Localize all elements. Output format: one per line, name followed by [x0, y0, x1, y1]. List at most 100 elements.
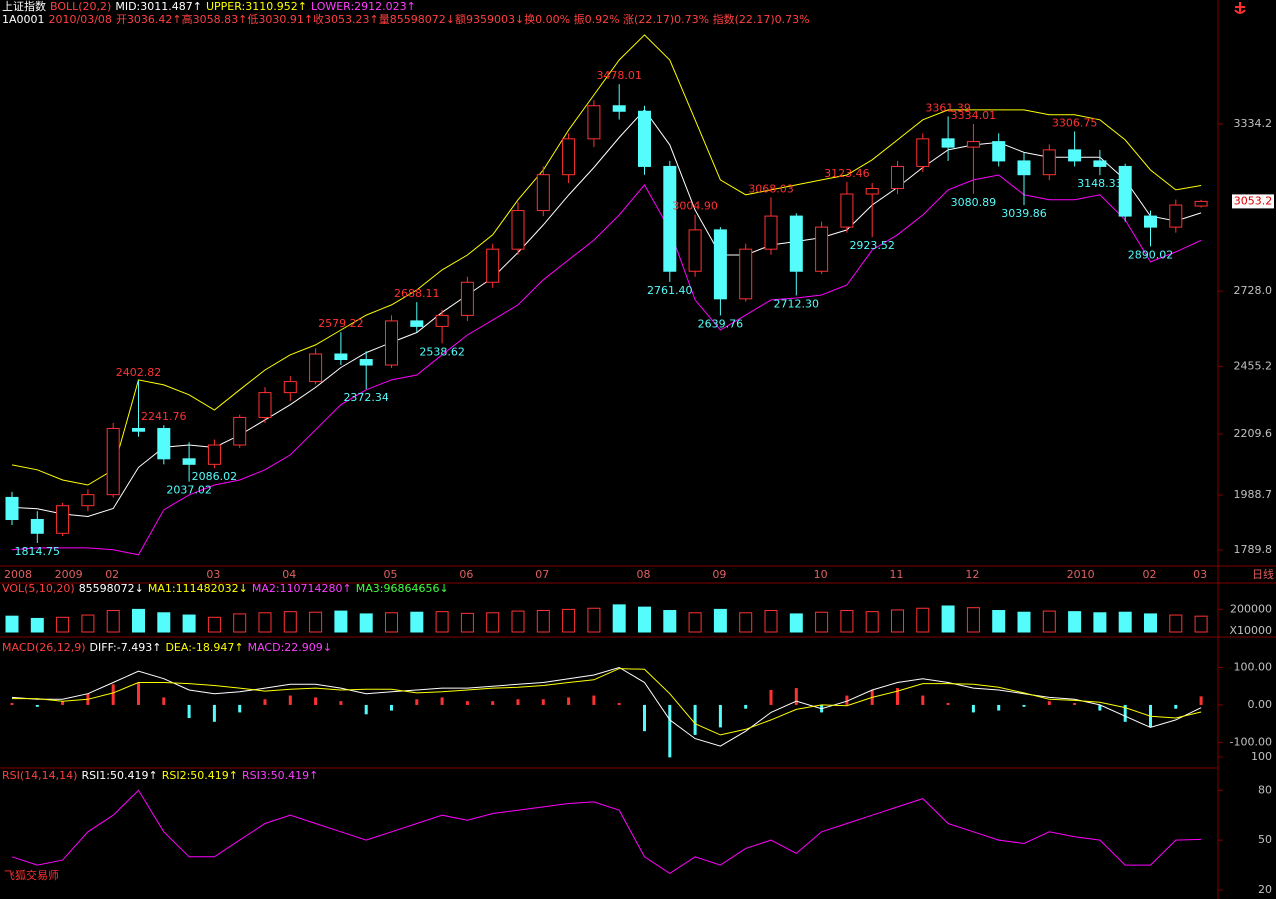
- candle-body: [587, 105, 601, 140]
- volume-bar: [865, 611, 879, 633]
- y-tick-label: 20: [1258, 883, 1272, 896]
- volume-bar: [5, 615, 19, 633]
- y-tick-label: 2728.0: [1234, 284, 1273, 297]
- candle-body: [182, 458, 196, 465]
- macd-bar: [668, 704, 672, 758]
- y-tick-label: 1789.8: [1234, 543, 1273, 556]
- legend-entry: 上证指数: [2, 0, 46, 13]
- high-label: 3361.39: [925, 101, 971, 114]
- candle-body: [486, 248, 500, 283]
- macd-bar: [845, 695, 849, 705]
- low-label: 2761.40: [647, 284, 693, 297]
- x-tick-label: 2009: [55, 568, 83, 581]
- x-tick-label: 08: [637, 568, 651, 581]
- candle-body: [663, 165, 677, 272]
- macd-bar: [896, 688, 899, 705]
- indicator-line: [11, 789, 1202, 874]
- candle-body: [840, 193, 854, 228]
- low-label: 1814.75: [15, 545, 61, 558]
- candle-body: [233, 416, 247, 446]
- macd-bar: [162, 697, 166, 705]
- candle-body: [460, 281, 474, 316]
- macd-bar: [769, 689, 773, 705]
- candle-body: [283, 381, 297, 394]
- legend: RSI(14,14,14) RSI1:50.419↑ RSI2:50.419↑ RSI…: [2, 769, 318, 782]
- volume-bar: [132, 608, 145, 633]
- volume-bar: [1017, 611, 1031, 633]
- candle-body: [56, 505, 70, 534]
- macd-bar: [693, 704, 697, 735]
- low-label: 2923.52: [849, 239, 895, 252]
- low-label: 2037.02: [166, 484, 212, 497]
- candle-body: [410, 320, 424, 327]
- x-tick-label: 02: [1143, 568, 1157, 581]
- volume-bar: [106, 610, 120, 633]
- candle-body: [891, 165, 904, 189]
- y-tick-label: 2455.2: [1234, 359, 1273, 372]
- indicator-line: [11, 666, 1202, 747]
- volume-bar: [815, 611, 829, 633]
- legend-entry: MA2:110714280↑: [252, 582, 352, 595]
- volume-bar: [663, 610, 677, 633]
- anchor-icon[interactable]: [1234, 2, 1246, 14]
- legend-entry: RSI1:50.419↑: [81, 769, 157, 782]
- volume-bar: [941, 605, 955, 633]
- candle-body: [5, 496, 19, 520]
- macd-bar: [415, 699, 419, 705]
- macd-bar: [263, 699, 267, 705]
- volume-bar: [612, 604, 626, 633]
- high-label: 3068.03: [748, 182, 794, 195]
- high-label: 3478.01: [596, 69, 642, 82]
- macd-bar: [794, 688, 798, 705]
- volume-bar: [562, 608, 576, 633]
- candle-body: [638, 110, 651, 167]
- macd-bar: [1123, 704, 1127, 722]
- y-tick-label: 50: [1258, 833, 1272, 846]
- legend-entry: 85598072↓: [79, 582, 144, 595]
- candle-body: [1017, 160, 1031, 176]
- high-label: 3123.46: [824, 167, 870, 180]
- candle-body: [612, 105, 626, 112]
- y-tick-label: 3334.2: [1234, 117, 1273, 130]
- candle-body: [385, 320, 398, 366]
- candle-body: [359, 359, 373, 366]
- macd-bar: [364, 704, 368, 715]
- legend-entry: 2010/03/08: [49, 13, 112, 26]
- volume-bar: [233, 613, 247, 633]
- legend-entry: MACD(26,12,9): [2, 641, 86, 654]
- legend-entry: UPPER:3110.952↑: [206, 0, 307, 13]
- macd-bar: [744, 704, 748, 709]
- last-price-box: [1232, 194, 1274, 209]
- macd-bar: [288, 695, 292, 705]
- candle-body: [789, 215, 803, 272]
- macd-bar: [390, 704, 393, 711]
- volume-bar: [1169, 614, 1183, 633]
- candle-body: [1194, 200, 1208, 207]
- volume-bar: [1144, 613, 1157, 633]
- volume-bar: [56, 616, 70, 633]
- macd-bar: [35, 704, 39, 707]
- macd-bar: [440, 697, 444, 705]
- macd-bar: [1174, 704, 1178, 709]
- legend: 1A0001 2010/03/08 开3036.42↑高3058.83↑低3030.…: [2, 12, 810, 26]
- volume-bar: [587, 607, 601, 633]
- low-label: 3039.86: [1001, 207, 1047, 220]
- volume-bar: [891, 609, 904, 633]
- x-tick-label: 09: [712, 568, 726, 581]
- x-tick-label: 02: [105, 568, 119, 581]
- x-tick-label: 03: [206, 568, 220, 581]
- period-label: 日线: [1252, 567, 1274, 581]
- volume-bar: [1118, 611, 1132, 633]
- volume-bar: [486, 612, 500, 633]
- volume-bar: [916, 607, 930, 633]
- macd-bar: [516, 699, 520, 705]
- legend-entry: VOL(5,10,20): [2, 582, 75, 595]
- macd-bar: [314, 697, 318, 705]
- legend-entry: DEA:-18.947↑: [165, 641, 243, 654]
- macd-bar: [111, 684, 115, 705]
- candle-body: [30, 518, 44, 534]
- candle-body: [1068, 149, 1082, 162]
- candle-body: [157, 427, 171, 460]
- candle-body: [688, 229, 702, 272]
- legend: MACD(26,12,9) DIFF:-7.493↑ DEA:-18.947↑ MAC…: [2, 641, 332, 654]
